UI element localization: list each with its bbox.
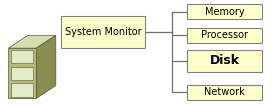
Text: Processor: Processor — [201, 30, 248, 40]
Text: Memory: Memory — [205, 7, 244, 17]
Polygon shape — [11, 50, 33, 63]
FancyBboxPatch shape — [187, 4, 262, 19]
Polygon shape — [36, 35, 56, 98]
Polygon shape — [11, 83, 33, 97]
Polygon shape — [11, 67, 33, 80]
FancyBboxPatch shape — [61, 16, 145, 48]
Text: System Monitor: System Monitor — [65, 27, 141, 37]
FancyBboxPatch shape — [187, 50, 262, 72]
Text: Network: Network — [204, 87, 245, 97]
FancyBboxPatch shape — [187, 85, 262, 100]
FancyBboxPatch shape — [187, 28, 262, 43]
Polygon shape — [8, 35, 56, 48]
Text: Disk: Disk — [210, 54, 240, 68]
Polygon shape — [8, 48, 36, 98]
